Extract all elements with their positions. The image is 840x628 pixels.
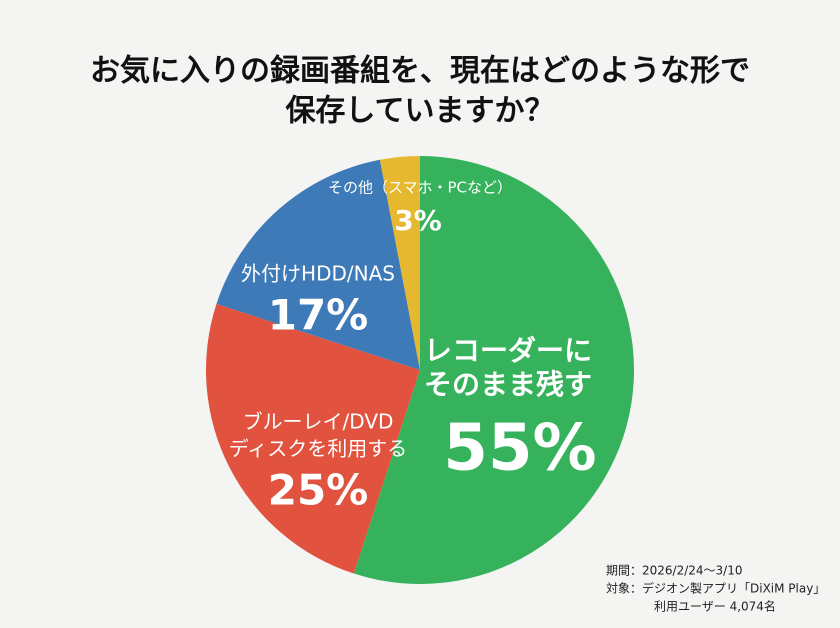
chart-title: お気に入りの録画番組を、現在はどのような形で xyxy=(90,54,750,89)
value-label: 25% xyxy=(268,466,369,515)
slice xyxy=(353,156,635,584)
note: 期間：2026/2/24～3/10 xyxy=(606,564,742,578)
chart-title: 保存していますか？ xyxy=(285,94,554,129)
slice-label: 外付けHDD/NAS xyxy=(241,262,395,286)
slice xyxy=(379,156,420,370)
value-label: 55% xyxy=(443,412,596,486)
slice xyxy=(205,303,420,574)
note: 対象：デジオン製アプリ「DiXiM Play」 xyxy=(606,581,825,596)
value-label: 3% xyxy=(394,204,442,237)
slice-label: レコーダーに xyxy=(424,334,592,367)
value-label: 17% xyxy=(268,291,369,340)
slice-label: ディスクを利用する xyxy=(229,437,408,461)
slice-label: ブルーレイ/DVD xyxy=(243,410,394,434)
slice-label: そのまま残す xyxy=(424,368,592,401)
note: 利用ユーザー 4,074名 xyxy=(654,599,776,614)
slice xyxy=(216,159,420,370)
slice-label: その他（スマホ・PCなど） xyxy=(328,179,512,197)
